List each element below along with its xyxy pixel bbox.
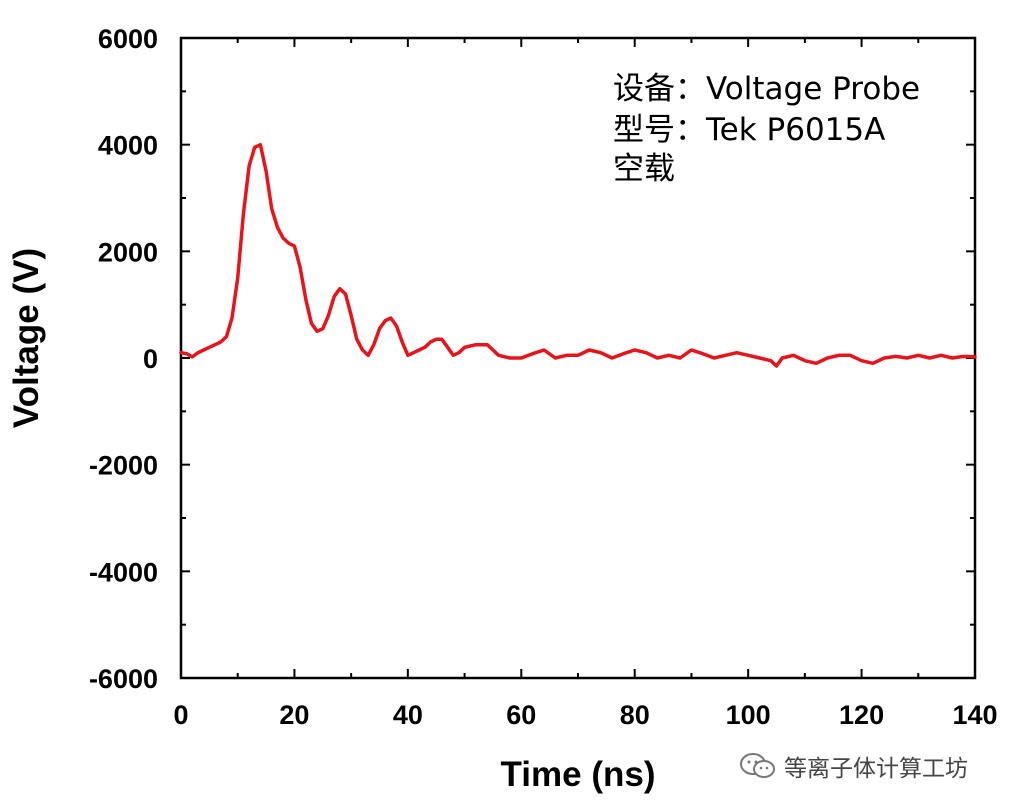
- x-axis-title: Time (ns): [501, 755, 656, 794]
- y-tick-label: 4000: [98, 131, 158, 161]
- x-tick-label: 100: [726, 700, 771, 730]
- annotation-no-load: 空载: [613, 151, 675, 187]
- annotation-device: 设备：Voltage Probe: [613, 71, 920, 107]
- x-tick-label: 140: [952, 700, 997, 730]
- voltage-series-line: [179, 142, 977, 368]
- x-tick-label: 0: [173, 700, 188, 730]
- y-axis-title: Voltage (V): [7, 248, 46, 428]
- x-tick-label: 120: [839, 700, 884, 730]
- axis-tick-labels: 0 20 40 60 80 100 120 140 -6000 -4000 -2000 0 2000 40…: [89, 24, 998, 730]
- y-tick-label: 2000: [98, 237, 158, 267]
- x-tick-label: 40: [393, 700, 423, 730]
- y-tick-label: 0: [143, 344, 158, 374]
- watermark: 等离子体计算工坊: [738, 749, 968, 783]
- x-tick-label: 60: [506, 700, 536, 730]
- y-tick-label: -6000: [89, 664, 158, 694]
- y-tick-label: -2000: [89, 451, 158, 481]
- y-tick-label: 6000: [98, 24, 158, 54]
- y-tick-label: -4000: [89, 557, 158, 587]
- watermark-text: 等离子体计算工坊: [784, 756, 968, 782]
- x-tick-label: 20: [279, 700, 309, 730]
- wechat-icon: [740, 753, 775, 778]
- annotation-model: 型号：Tek P6015A: [613, 112, 885, 148]
- x-tick-label: 80: [620, 700, 650, 730]
